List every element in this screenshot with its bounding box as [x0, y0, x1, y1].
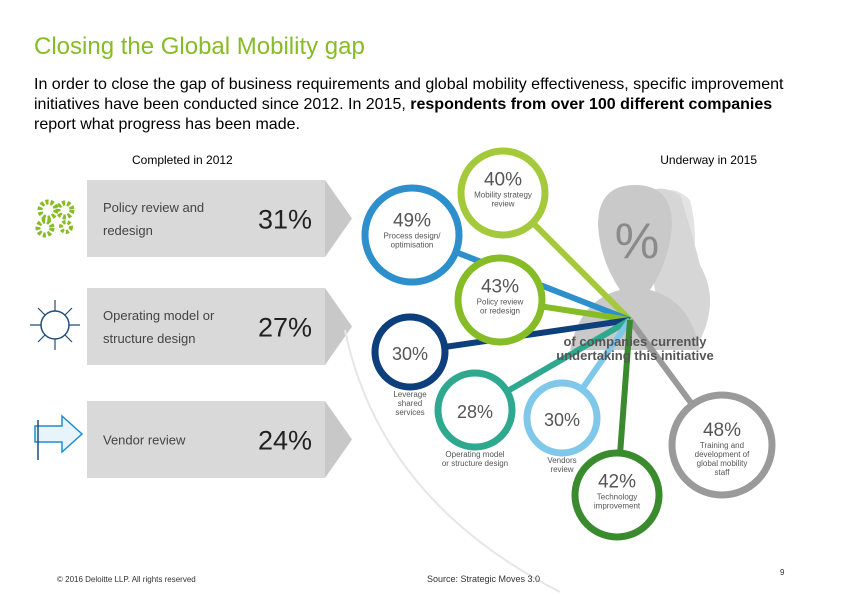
- circle-label: global mobility: [697, 459, 748, 468]
- circle-label: or redesign: [480, 306, 520, 315]
- row-tip: [325, 180, 352, 257]
- circle-label: review: [550, 465, 573, 474]
- row-band: [87, 288, 325, 365]
- circle-label: Mobility strategy: [474, 190, 532, 199]
- slide-title: Closing the Global Mobility gap: [34, 33, 365, 60]
- initiative-circle: [668, 391, 776, 499]
- row-label: Vendor review: [103, 433, 186, 448]
- circle-label: shared: [398, 399, 422, 408]
- divider-curve: [344, 329, 561, 593]
- circle-value: 30%: [544, 410, 580, 430]
- gear-icon: [37, 199, 59, 221]
- initiative-circle: [454, 254, 546, 346]
- initiative-circle: [457, 147, 549, 239]
- circle-label: Technology: [597, 492, 637, 501]
- center-caption: undertaking this initiative: [556, 348, 713, 363]
- circle-value: 30%: [392, 344, 428, 364]
- circle-label: or structure design: [442, 459, 508, 468]
- completed-heading: Completed in 2012: [132, 153, 233, 167]
- circle-label: services: [395, 408, 424, 417]
- row-value: 27%: [258, 313, 312, 343]
- row-value: 24%: [258, 426, 312, 456]
- icons: [30, 199, 84, 460]
- row-label: Policy review and: [103, 200, 204, 215]
- arrow-icon: [34, 414, 84, 454]
- source: Source: Strategic Moves 3.0: [427, 574, 540, 584]
- circle-value: 40%: [484, 169, 522, 190]
- row-value: 31%: [258, 205, 312, 235]
- underway-heading: Underway in 2015: [660, 153, 757, 167]
- center-symbol: %: [615, 213, 659, 269]
- row-band: [87, 401, 325, 478]
- circle-value: 28%: [457, 402, 493, 422]
- people-icon: [40, 310, 70, 340]
- center-caption: of companies currently: [563, 334, 707, 349]
- intro: In order to close the gap of business re…: [34, 75, 814, 135]
- gear-icon: [55, 200, 75, 220]
- copyright: © 2016 Deloitte LLP. All rights reserved: [57, 575, 196, 584]
- initiative-circle: [571, 449, 663, 541]
- circle-label: Training and: [700, 441, 744, 450]
- page-number: 9: [780, 568, 785, 577]
- circle-label: Policy review: [477, 297, 524, 306]
- circle-label: review: [491, 199, 514, 208]
- row-label: redesign: [103, 223, 153, 238]
- gear-icon: [59, 220, 73, 234]
- initiative-circle: [371, 313, 449, 391]
- circle-value: 43%: [481, 276, 519, 297]
- circle-label: optimisation: [391, 241, 434, 250]
- gear-icon: [35, 218, 55, 238]
- intro-text: In order to close the gap of business re…: [34, 76, 784, 113]
- people-icon: [30, 300, 80, 350]
- circle-label: staff: [715, 468, 731, 477]
- circle-value: 42%: [598, 471, 636, 492]
- row-label: Operating model or: [103, 308, 215, 323]
- row-band: [87, 180, 325, 257]
- row-tip: [325, 401, 352, 478]
- circle-label: Leverage: [393, 390, 427, 399]
- initiative-circle: [434, 369, 516, 451]
- initiative-circle: [523, 379, 601, 457]
- circle-label: Process design/: [384, 232, 442, 241]
- initiative-circle: [361, 184, 463, 286]
- row-tip: [325, 288, 352, 365]
- row-label: structure design: [103, 331, 196, 346]
- circle-label: development of: [695, 450, 750, 459]
- intro-text: report what progress has been made.: [34, 116, 300, 133]
- circle-label: improvement: [594, 501, 641, 510]
- circle-value: 49%: [393, 211, 431, 232]
- intro-bold: respondents from over 100 different comp…: [410, 96, 773, 113]
- circle-label: Vendors: [547, 456, 576, 465]
- circle-value: 48%: [703, 420, 741, 441]
- completed-rows: Policy review and redesign 31% Operating mo…: [87, 180, 352, 478]
- circle-label: Operating model: [445, 450, 504, 459]
